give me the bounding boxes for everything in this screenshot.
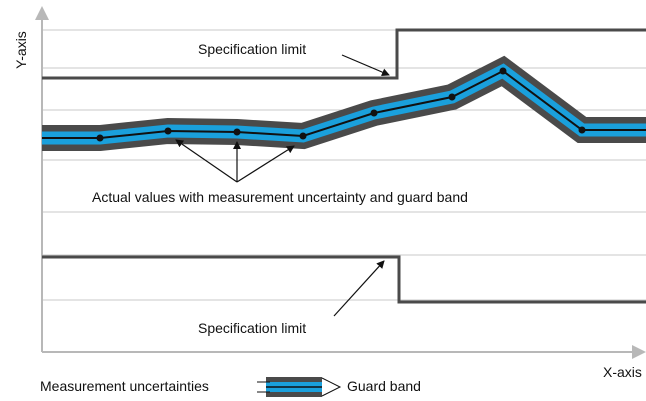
grid-lines xyxy=(42,29,646,301)
value-point xyxy=(233,128,241,136)
y-axis-label: Y-axis xyxy=(13,31,29,69)
legend-guard-band-label: Guard band xyxy=(347,378,421,394)
lower-spec-limit-line xyxy=(42,255,646,304)
actual-value-points xyxy=(96,67,586,142)
actual-values-pointer-arrow xyxy=(236,145,295,183)
x-axis-label: X-axis xyxy=(603,364,642,380)
pointer-arrows xyxy=(175,54,390,317)
legend-uncertainty-label: Measurement uncertainties xyxy=(40,378,209,394)
value-point xyxy=(370,109,378,117)
axes xyxy=(35,6,646,359)
value-point xyxy=(164,127,172,135)
actual-value-line xyxy=(42,69,646,139)
value-point xyxy=(96,134,104,142)
value-point xyxy=(448,93,456,101)
actual-values-label: Actual values with measurement uncertain… xyxy=(92,189,468,205)
value-point xyxy=(299,132,307,140)
lower-spec-limit-label: Specification limit xyxy=(198,320,306,336)
legend-band-swatch xyxy=(257,377,342,397)
value-point xyxy=(578,126,586,134)
upper-spec-limit-line xyxy=(42,28,646,80)
y-axis-arrow xyxy=(35,6,49,20)
upper-spec-pointer-arrow xyxy=(341,54,390,76)
actual-values-pointer-arrow xyxy=(175,139,238,183)
lower-spec-pointer-arrow xyxy=(333,260,385,317)
actual-values-band xyxy=(42,55,646,151)
legend: Measurement uncertainties Guard band xyxy=(40,377,421,397)
upper-spec-limit-label: Specification limit xyxy=(198,41,306,57)
value-point xyxy=(499,67,507,75)
x-axis-arrow xyxy=(632,345,646,359)
